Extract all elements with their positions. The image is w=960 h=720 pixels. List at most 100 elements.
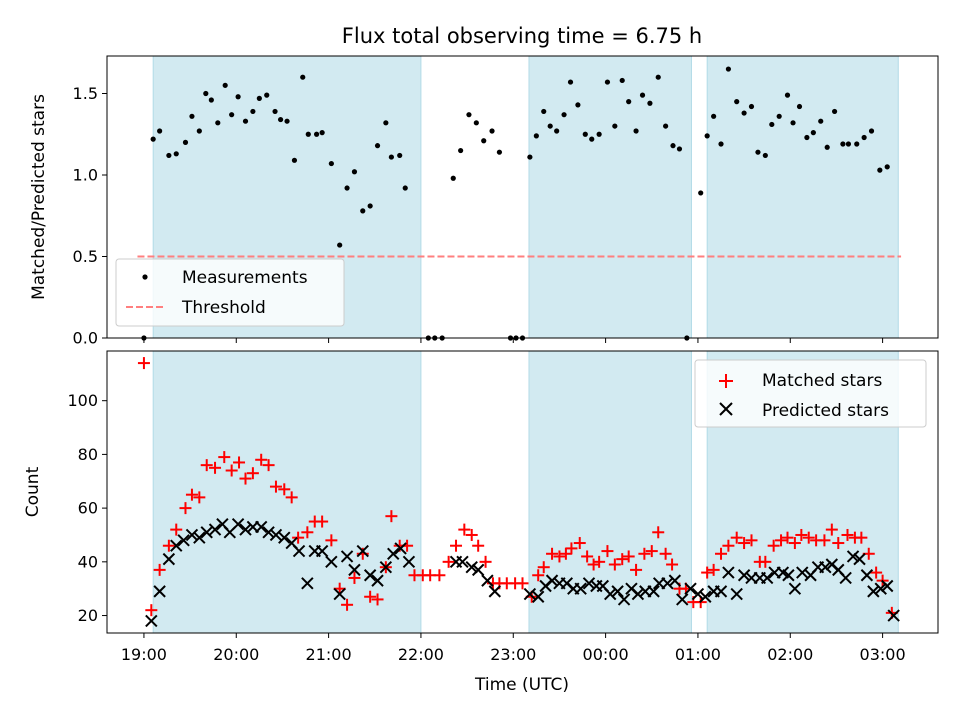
predicted-star-point [722, 566, 735, 579]
measurement-point [868, 128, 875, 134]
chart-title: Flux total observing time = 6.75 h [342, 24, 702, 48]
predicted-star-point [699, 590, 712, 603]
measurement-point [383, 120, 389, 126]
matched-star-point [841, 528, 854, 541]
predicted-star-point [239, 523, 252, 536]
x-marker-b [262, 526, 275, 539]
measurement-point [776, 113, 782, 119]
matched-star-point [666, 558, 679, 571]
matched-star-point [707, 563, 720, 576]
predicted-star-point [631, 587, 645, 601]
measurement-point [575, 102, 581, 108]
matched-star-point [546, 547, 559, 560]
predicted-star-point [488, 585, 502, 598]
predicted-star-point [684, 582, 697, 595]
measurement-point [222, 82, 228, 88]
matched-star-point [239, 472, 252, 485]
matched-star-point [537, 561, 550, 574]
matched-star-point [788, 537, 801, 550]
measurement-point [884, 164, 890, 170]
x-marker-b [676, 593, 689, 606]
x-marker-b [788, 582, 802, 595]
measurement-point [235, 94, 241, 100]
predicted-star-point [819, 560, 832, 574]
matched-star-point [433, 569, 446, 582]
x-marker-b [874, 582, 887, 595]
measurement-point [473, 120, 479, 126]
predicted-star-point [611, 585, 624, 598]
matched-star-point [630, 563, 643, 576]
measurement-point [291, 157, 298, 163]
matched-star-point [442, 555, 455, 568]
predicted-star-point [874, 582, 887, 595]
measurement-point [367, 203, 373, 209]
x-marker-b [363, 569, 377, 582]
measurement-point [582, 131, 588, 137]
matched-star-point [767, 539, 780, 552]
predicted-star-point [545, 574, 559, 587]
measurement-point [360, 208, 366, 214]
matched-star-point [170, 523, 183, 536]
x-marker-b [819, 560, 832, 574]
measurement-point [264, 92, 270, 98]
matched-star-point [715, 547, 728, 560]
measurement-point [626, 99, 632, 105]
measurement-point [203, 90, 209, 97]
predicted-star-point [582, 577, 596, 590]
x-marker-b [531, 590, 545, 603]
ratio-panel-legend: Measurements Threshold [115, 258, 345, 327]
measurement-point [402, 185, 408, 191]
matched-star-point [832, 537, 845, 550]
measurement-point [229, 112, 235, 118]
matched-star-point [532, 569, 545, 582]
shaded-interval [152, 350, 422, 634]
measurement-point [547, 123, 553, 129]
x-marker-b [371, 574, 384, 587]
matched-star-point [218, 451, 231, 464]
predicted-star-point [691, 587, 705, 601]
x-marker-b [145, 614, 158, 628]
x-marker-b [846, 550, 860, 563]
measurement-point [215, 120, 221, 126]
matched-star-point [825, 523, 838, 536]
matched-star-point [565, 542, 578, 555]
measurement-point [604, 79, 611, 85]
measurement-point [272, 108, 278, 115]
x-marker-b [340, 550, 354, 563]
measurement-point [319, 130, 325, 136]
count-panel-frame [106, 350, 939, 634]
measurement-point [619, 77, 625, 84]
x-marker-b [231, 518, 245, 531]
measurement-point [755, 149, 761, 155]
count-panel-legend: Matched stars Predicted stars [694, 359, 927, 428]
matched-star-point [738, 537, 751, 550]
measurement-point [854, 141, 860, 147]
matched-star-point [701, 566, 714, 579]
ratio-panel: 0.0 0.5 1.0 1.5 Matched/Predicted stars Mea… [29, 55, 939, 348]
measurement-point [182, 139, 189, 145]
measurement-point [596, 131, 602, 137]
measurement-point [589, 136, 595, 142]
predicted-star-point [301, 577, 314, 590]
predicted-star-point [356, 544, 369, 558]
measurement-point [655, 74, 661, 80]
matched-star-point [622, 550, 635, 563]
measurement-point [481, 138, 487, 144]
shaded-interval [528, 55, 692, 339]
x-marker-b [714, 585, 728, 598]
x-tick-label: 20:00 [213, 645, 259, 664]
x-marker-b [285, 536, 298, 550]
y-tick-label: 0.0 [73, 329, 98, 348]
x-marker-b [668, 574, 682, 587]
predicted-star-point [604, 587, 617, 601]
y-tick-label: 0.5 [73, 247, 98, 266]
measurement-point [676, 146, 683, 152]
matched-star-point [458, 523, 471, 536]
measurement-point [831, 108, 838, 115]
matched-star-point [292, 531, 305, 544]
matched-star-point [185, 488, 198, 501]
predicted-star-point [788, 582, 802, 595]
measurement-point [337, 242, 343, 248]
x-marker-b [488, 585, 502, 598]
measurement-point [796, 103, 803, 110]
